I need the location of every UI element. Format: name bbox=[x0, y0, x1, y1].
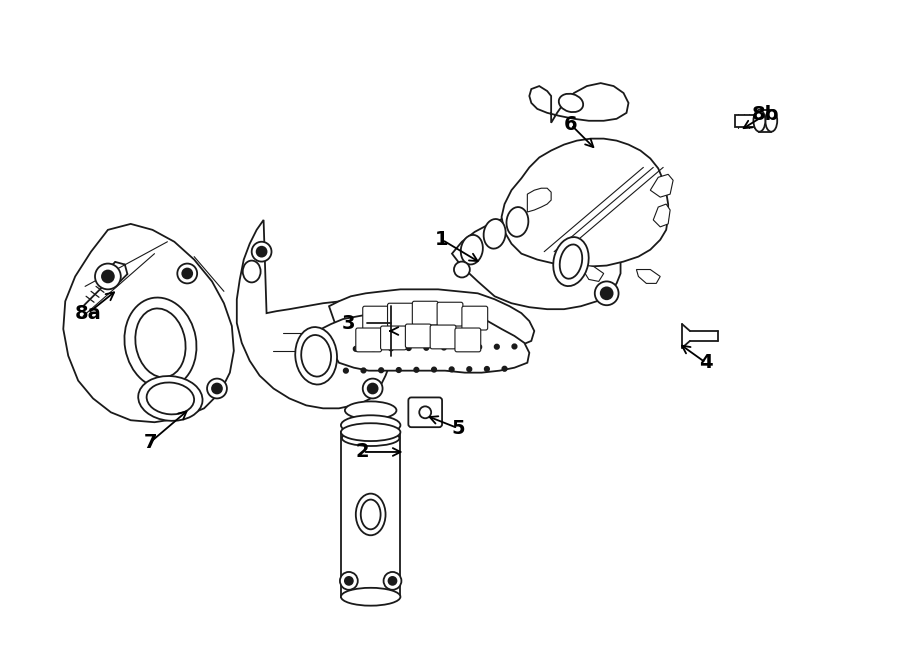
Circle shape bbox=[177, 264, 197, 284]
Circle shape bbox=[340, 572, 358, 590]
FancyBboxPatch shape bbox=[409, 397, 442, 427]
Text: 7: 7 bbox=[144, 432, 158, 451]
Polygon shape bbox=[329, 290, 535, 351]
Circle shape bbox=[414, 368, 418, 372]
Text: 6: 6 bbox=[564, 115, 578, 134]
Circle shape bbox=[407, 346, 411, 350]
FancyBboxPatch shape bbox=[356, 328, 382, 352]
Circle shape bbox=[485, 367, 489, 371]
Circle shape bbox=[502, 367, 507, 371]
Ellipse shape bbox=[356, 494, 385, 535]
Polygon shape bbox=[760, 110, 771, 132]
Circle shape bbox=[600, 288, 613, 299]
Ellipse shape bbox=[483, 219, 506, 249]
Circle shape bbox=[432, 368, 436, 371]
Ellipse shape bbox=[341, 588, 400, 605]
Polygon shape bbox=[63, 224, 234, 422]
Ellipse shape bbox=[560, 245, 582, 279]
Circle shape bbox=[379, 368, 383, 372]
Ellipse shape bbox=[147, 383, 194, 414]
Ellipse shape bbox=[139, 376, 202, 421]
FancyBboxPatch shape bbox=[388, 303, 413, 327]
Ellipse shape bbox=[302, 335, 331, 377]
Circle shape bbox=[389, 346, 393, 350]
Polygon shape bbox=[636, 270, 661, 284]
Circle shape bbox=[371, 346, 375, 351]
Text: 4: 4 bbox=[699, 353, 713, 372]
Circle shape bbox=[495, 344, 499, 349]
Circle shape bbox=[102, 270, 113, 282]
Circle shape bbox=[256, 247, 266, 256]
Circle shape bbox=[363, 379, 382, 399]
Polygon shape bbox=[580, 264, 604, 282]
Circle shape bbox=[212, 383, 222, 393]
Ellipse shape bbox=[507, 207, 528, 237]
Ellipse shape bbox=[345, 401, 397, 419]
Circle shape bbox=[397, 368, 400, 372]
Circle shape bbox=[354, 346, 358, 351]
Circle shape bbox=[449, 368, 454, 371]
Circle shape bbox=[95, 264, 121, 290]
Polygon shape bbox=[529, 83, 628, 123]
Text: 8a: 8a bbox=[75, 303, 102, 323]
Circle shape bbox=[467, 367, 472, 371]
Ellipse shape bbox=[361, 500, 381, 529]
Circle shape bbox=[419, 407, 431, 418]
FancyBboxPatch shape bbox=[412, 301, 438, 325]
FancyBboxPatch shape bbox=[405, 324, 431, 348]
Text: 3: 3 bbox=[342, 313, 356, 332]
Polygon shape bbox=[734, 115, 760, 127]
Ellipse shape bbox=[461, 235, 483, 264]
Ellipse shape bbox=[342, 430, 400, 446]
Text: 8b: 8b bbox=[752, 105, 779, 124]
Circle shape bbox=[454, 262, 470, 278]
FancyBboxPatch shape bbox=[381, 326, 407, 350]
Circle shape bbox=[207, 379, 227, 399]
Ellipse shape bbox=[341, 423, 400, 441]
Polygon shape bbox=[653, 204, 670, 227]
Polygon shape bbox=[501, 139, 668, 266]
Ellipse shape bbox=[341, 415, 400, 435]
Circle shape bbox=[383, 572, 401, 590]
Circle shape bbox=[345, 577, 353, 585]
Circle shape bbox=[361, 368, 365, 373]
Circle shape bbox=[459, 345, 464, 350]
Polygon shape bbox=[651, 175, 673, 197]
Circle shape bbox=[477, 345, 482, 349]
Ellipse shape bbox=[295, 327, 337, 385]
Circle shape bbox=[344, 368, 348, 373]
Polygon shape bbox=[321, 311, 529, 373]
Circle shape bbox=[424, 346, 428, 350]
Circle shape bbox=[183, 268, 193, 278]
Circle shape bbox=[595, 282, 618, 305]
Text: 1: 1 bbox=[436, 230, 449, 249]
Ellipse shape bbox=[124, 297, 196, 388]
Ellipse shape bbox=[753, 110, 765, 132]
Ellipse shape bbox=[559, 94, 583, 112]
Circle shape bbox=[252, 242, 272, 262]
Polygon shape bbox=[527, 188, 551, 212]
Circle shape bbox=[442, 345, 446, 350]
Ellipse shape bbox=[554, 237, 589, 286]
Circle shape bbox=[389, 577, 397, 585]
Text: 2: 2 bbox=[356, 442, 370, 461]
Circle shape bbox=[512, 344, 517, 348]
FancyBboxPatch shape bbox=[363, 306, 389, 330]
FancyBboxPatch shape bbox=[430, 325, 456, 349]
Text: 5: 5 bbox=[451, 418, 464, 438]
FancyBboxPatch shape bbox=[437, 302, 463, 326]
FancyBboxPatch shape bbox=[462, 306, 488, 330]
Polygon shape bbox=[452, 212, 621, 309]
FancyBboxPatch shape bbox=[455, 328, 481, 352]
Polygon shape bbox=[237, 220, 392, 408]
Polygon shape bbox=[341, 432, 400, 597]
Circle shape bbox=[368, 383, 378, 393]
Ellipse shape bbox=[243, 260, 261, 282]
Ellipse shape bbox=[135, 309, 185, 377]
Ellipse shape bbox=[765, 110, 778, 132]
